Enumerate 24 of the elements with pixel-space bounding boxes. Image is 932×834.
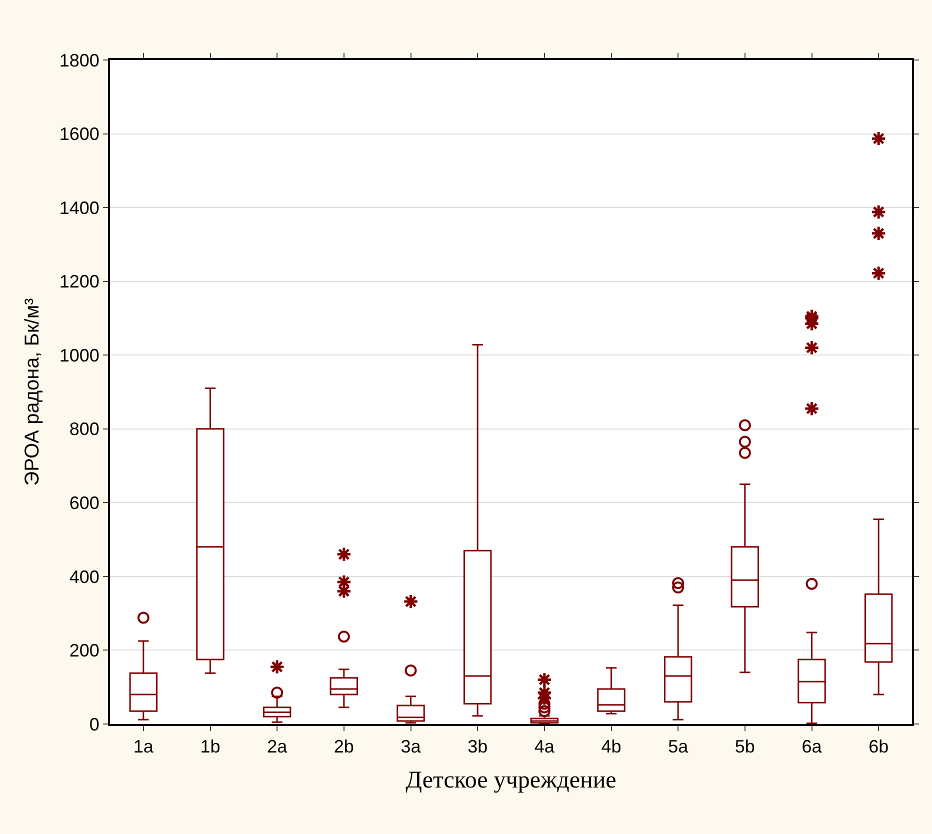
y-tick-label: 1000 bbox=[59, 345, 100, 366]
y-tick-label: 400 bbox=[69, 566, 100, 587]
x-tick-label: 4a bbox=[534, 736, 556, 757]
x-tick-label: 4b bbox=[601, 736, 622, 757]
y-tick-label: 1200 bbox=[59, 272, 100, 292]
x-tick-label: 2b bbox=[334, 736, 354, 757]
x-tick-label: 1a bbox=[133, 736, 154, 757]
x-tick-label: 2a bbox=[267, 736, 288, 757]
y-axis-title: ЭРОА радона, Бк/м³ bbox=[21, 298, 44, 486]
x-tick-label: 5a bbox=[668, 736, 690, 757]
y-tick-label: 800 bbox=[69, 419, 100, 440]
x-tick-label: 6a bbox=[802, 736, 823, 757]
y-tick-label: 0 bbox=[89, 714, 100, 734]
x-tick-label: 3b bbox=[468, 736, 488, 757]
x-tick-label: 1b bbox=[200, 736, 220, 757]
x-tick-label: 6b bbox=[868, 736, 889, 757]
x-axis-title: Детское учреждение bbox=[406, 767, 616, 794]
y-tick-label: 1400 bbox=[59, 198, 100, 218]
y-tick-label: 1600 bbox=[59, 124, 100, 144]
y-tick-label: 600 bbox=[69, 492, 100, 513]
y-tick-label: 200 bbox=[69, 640, 100, 661]
x-tick-label: 3a bbox=[400, 736, 422, 757]
x-tick-label: 5b bbox=[734, 736, 755, 757]
y-tick-label: 1800 bbox=[59, 50, 100, 70]
